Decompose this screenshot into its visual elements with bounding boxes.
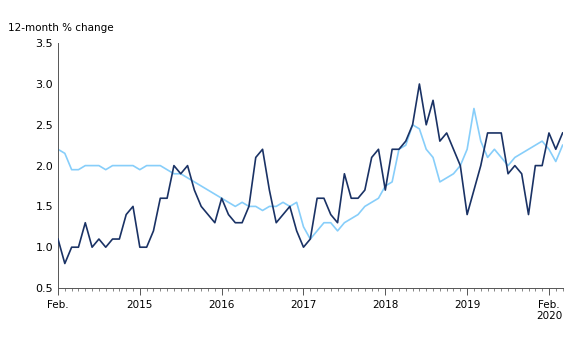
Text: 12-month % change: 12-month % change [8, 23, 113, 33]
